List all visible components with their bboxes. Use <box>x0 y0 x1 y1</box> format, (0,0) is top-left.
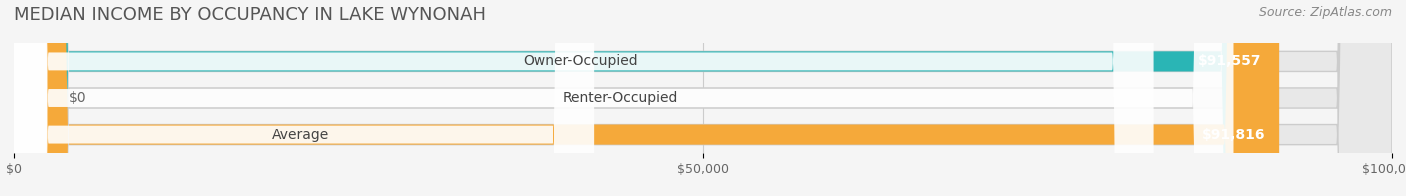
Text: Owner-Occupied: Owner-Occupied <box>523 54 638 68</box>
Text: MEDIAN INCOME BY OCCUPANCY IN LAKE WYNONAH: MEDIAN INCOME BY OCCUPANCY IN LAKE WYNON… <box>14 6 486 24</box>
FancyBboxPatch shape <box>14 0 1392 196</box>
FancyBboxPatch shape <box>7 0 595 196</box>
Text: Average: Average <box>271 128 329 142</box>
Text: $91,816: $91,816 <box>1202 128 1265 142</box>
FancyBboxPatch shape <box>14 0 1392 196</box>
Text: Source: ZipAtlas.com: Source: ZipAtlas.com <box>1258 6 1392 19</box>
Text: $0: $0 <box>69 91 87 105</box>
FancyBboxPatch shape <box>14 0 1279 196</box>
FancyBboxPatch shape <box>7 0 1153 196</box>
Text: $91,557: $91,557 <box>1198 54 1261 68</box>
FancyBboxPatch shape <box>7 0 1233 196</box>
FancyBboxPatch shape <box>14 0 1392 196</box>
Text: Renter-Occupied: Renter-Occupied <box>562 91 678 105</box>
FancyBboxPatch shape <box>14 0 1275 196</box>
